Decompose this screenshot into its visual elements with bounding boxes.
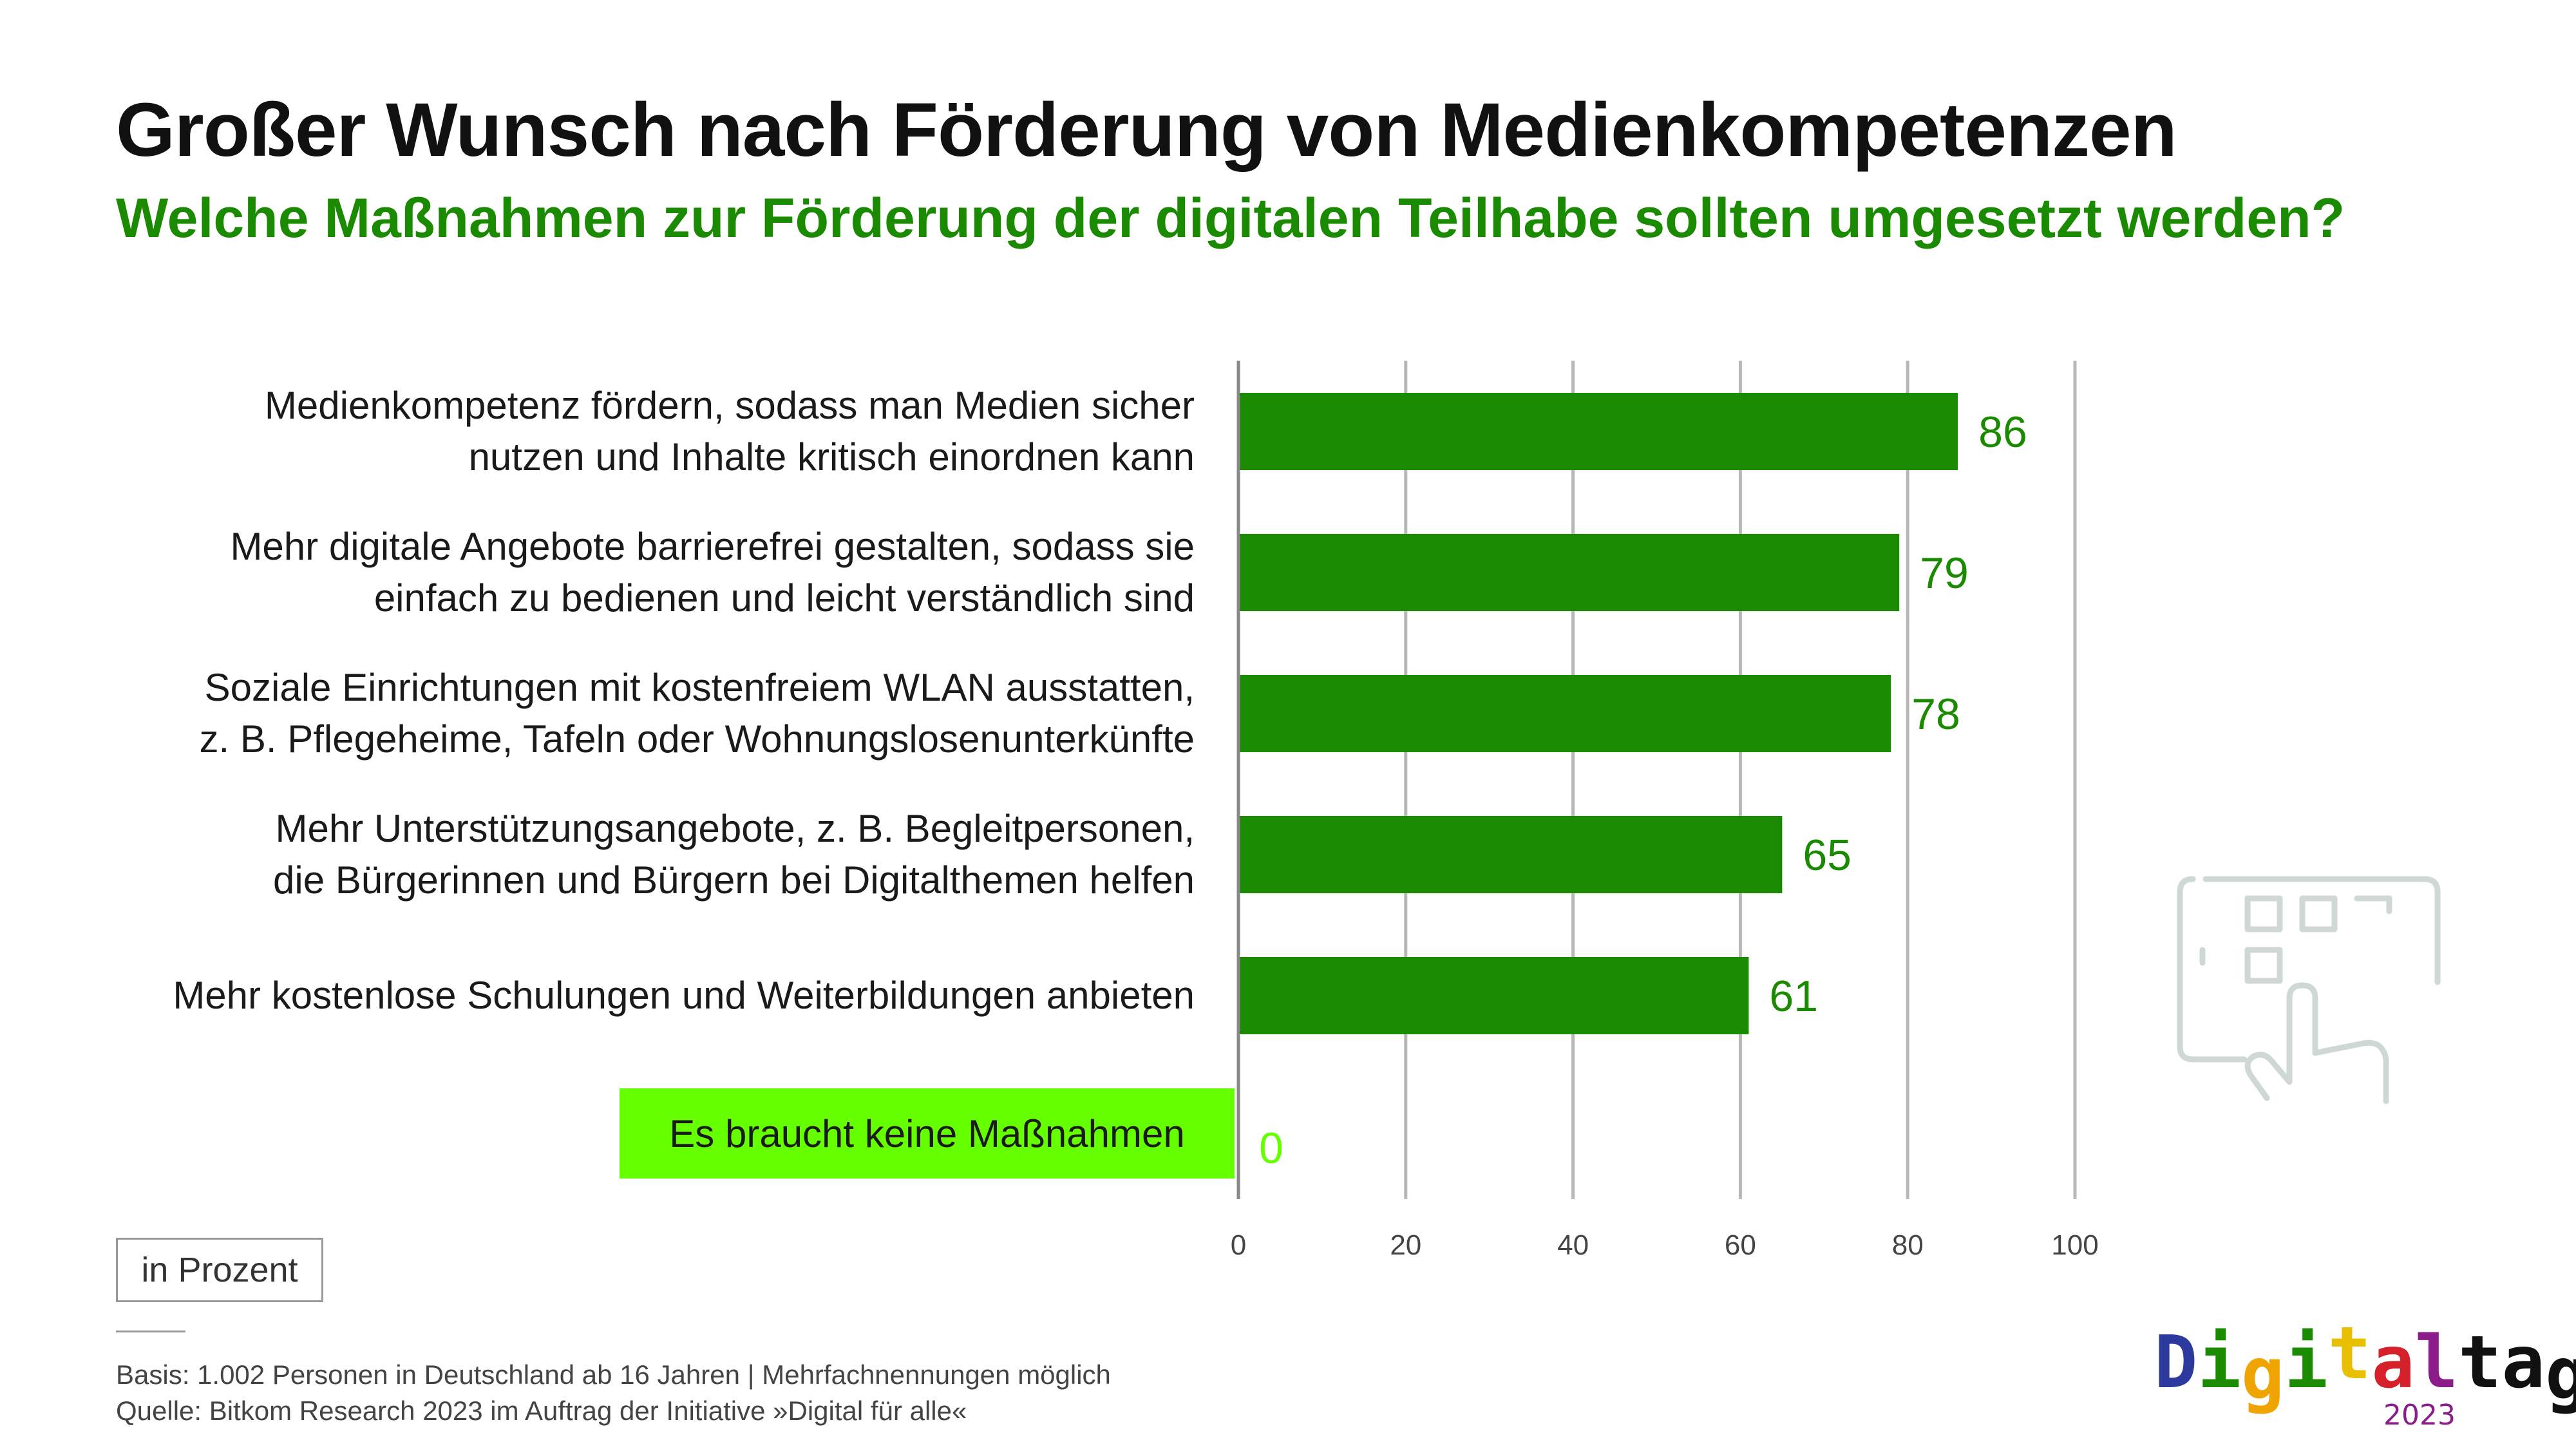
category-label-line: Mehr digitale Angebote barrierefrei gest… [230,525,1195,568]
logo-letter: a [2371,1321,2415,1405]
chart-title: Großer Wunsch nach Förderung von Medienk… [116,88,2177,173]
x-tick-label: 60 [1725,1229,1756,1261]
data-label: 61 [1769,972,1818,1021]
chart-subtitle: Welche Maßnahmen zur Förderung der digit… [116,187,2345,249]
category-label-line: Medienkompetenz fördern, sodass man Medi… [264,384,1195,427]
category-label-highlight: Es braucht keine Maßnahmen [620,1088,1235,1179]
category-label-line: Soziale Einrichtungen mit kostenfreiem W… [204,666,1195,709]
logo-letter: g [2240,1332,2285,1416]
data-label: 65 [1803,831,1852,880]
footnote-basis: Basis: 1.002 Personen in Deutschland ab … [116,1359,1111,1390]
logo-letter: t [2458,1321,2502,1405]
bar [1238,816,1783,893]
x-tick-label: 80 [1892,1229,1924,1261]
data-label: 0 [1259,1124,1283,1173]
x-tick-label: 100 [2051,1229,2098,1261]
category-label-line: z. B. Pflegeheime, Tafeln oder Wohnungsl… [199,717,1195,761]
category-label: Soziale Einrichtungen mit kostenfreiem W… [61,662,1195,765]
logo-letter: i [2197,1321,2241,1405]
category-label: Medienkompetenz fördern, sodass man Medi… [61,380,1195,483]
category-label-line: nutzen und Inhalte kritisch einordnen ka… [468,435,1195,478]
category-label: Mehr Unterstützungsangebote, z. B. Begle… [61,803,1195,906]
logo-letter: t [2327,1312,2372,1396]
logo-letter: g [2544,1332,2576,1416]
logo-year: 2023 [2383,1399,2456,1432]
bar-chart: 86 79 78 65 61 0 0 20 40 60 80 100 [1231,361,2099,1261]
x-tick-label: 20 [1390,1229,1421,1261]
footnote-source: Quelle: Bitkom Research 2023 im Auftrag … [116,1396,967,1426]
footnote-divider [116,1331,185,1332]
bar [1238,393,1958,470]
tablet-touch-icon [2177,876,2441,1104]
digitaltag-logo: Digitaltag 2023 [2154,1318,2576,1432]
bar [1238,534,1900,611]
logo-letter: a [2501,1321,2545,1405]
logo-wordmark: Digitaltag [2154,1318,2576,1410]
bar [1238,675,1891,752]
data-label: 78 [1911,690,1960,739]
category-label-line: Mehr Unterstützungsangebote, z. B. Begle… [275,807,1195,850]
bar [1238,957,1749,1034]
category-label-line: Mehr kostenlose Schulungen und Weiterbil… [173,974,1195,1017]
data-label: 86 [1978,408,2027,457]
x-tick-label: 0 [1231,1229,1246,1261]
unit-label: in Prozent [116,1238,323,1302]
category-label: Mehr digitale Angebote barrierefrei gest… [61,521,1195,624]
x-tick-label: 40 [1557,1229,1589,1261]
logo-letter: D [2154,1321,2198,1405]
category-label-line: die Bürgerinnen und Bürgern bei Digitalt… [273,858,1195,902]
data-label: 79 [1920,549,1969,598]
category-label-line: einfach zu bedienen und leicht verständl… [374,576,1195,620]
category-label: Mehr kostenlose Schulungen und Weiterbil… [61,970,1195,1021]
logo-letter: i [2284,1321,2328,1405]
logo-letter: l [2414,1321,2459,1405]
